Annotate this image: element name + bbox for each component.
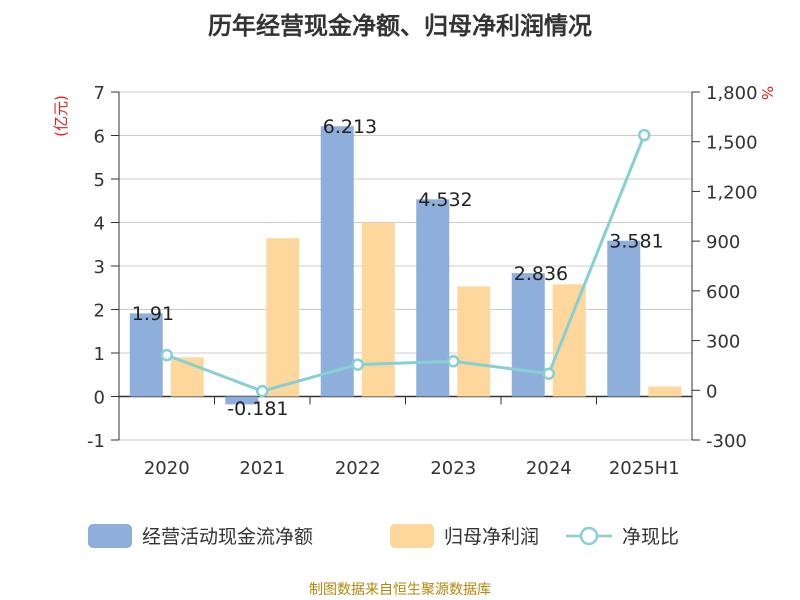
right-tick-label: 1,200 (706, 182, 758, 203)
right-tick-label: 300 (706, 332, 740, 353)
bars (129, 126, 682, 405)
left-axis: -1 0 1 2 3 4 5 6 7 (87, 83, 120, 452)
left-tick-label: 5 (94, 170, 105, 191)
legend-swatch-netprofit (390, 524, 434, 548)
netprofit-bar (361, 222, 395, 397)
x-tick-label: 2020 (144, 458, 190, 479)
source-note: 制图数据来自恒生聚源数据库 (309, 582, 491, 598)
cashflow-data-label: 2.836 (514, 263, 568, 285)
x-tick-label: 2024 (526, 458, 572, 479)
legend-label-ratio: 净现比 (622, 526, 679, 548)
cashflow-data-label: 3.581 (609, 230, 663, 252)
left-tick-label: 4 (94, 214, 105, 235)
cashflow-bar (416, 199, 450, 397)
ratio-point (542, 367, 555, 380)
right-tick-label: 1,800 (706, 83, 758, 104)
ratio-point (160, 348, 173, 362)
legend-label-cashflow: 经营活动现金流净额 (142, 526, 313, 548)
cashflow-bar (225, 396, 259, 405)
netprofit-bar (266, 238, 300, 397)
netprofit-bar (648, 386, 682, 397)
ratio-point (638, 128, 651, 142)
left-tick-label: 7 (94, 83, 105, 104)
ratio-point (447, 355, 460, 368)
right-tick-label: 900 (706, 232, 740, 253)
ratio-point (351, 358, 364, 371)
grid (119, 91, 692, 441)
right-tick-label: 0 (706, 381, 717, 402)
left-tick-label: 2 (94, 301, 105, 322)
legend-marker-ratio (579, 526, 599, 546)
right-axis: -300 0 300 600 900 1,200 1,500 1,800 (691, 83, 758, 452)
x-tick-label: 2021 (239, 458, 285, 479)
left-tick-label: 6 (94, 127, 105, 148)
legend: 经营活动现金流净额 归母净利润 净现比 (88, 524, 679, 548)
x-tick-label: 2022 (335, 458, 381, 479)
x-tick-label: 2025H1 (609, 458, 680, 479)
x-axis: 2020 2021 2022 2023 2024 2025H1 (118, 396, 693, 479)
ratio-point (256, 384, 269, 398)
ratio-line-path (166, 134, 646, 393)
cashflow-data-label: 6.213 (323, 116, 377, 138)
right-axis-unit: % (758, 86, 776, 100)
cashflow-bar (320, 126, 354, 397)
left-tick-label: -1 (87, 431, 105, 452)
cashflow-data-label: 1.91 (132, 303, 174, 325)
netprofit-bar (552, 284, 586, 397)
data-labels: 1.91 -0.181 6.213 4.532 2.836 3.581 (132, 116, 664, 420)
legend-swatch-cashflow (88, 524, 132, 548)
legend-label-netprofit: 归母净利润 (444, 526, 539, 548)
right-tick-label: 1,500 (706, 133, 758, 154)
cashflow-bar (607, 240, 641, 397)
cashflow-data-label: 4.532 (418, 189, 472, 211)
netprofit-bar (457, 286, 491, 397)
right-tick-label: 600 (706, 282, 740, 303)
left-tick-label: 3 (94, 257, 105, 278)
x-tick-label: 2023 (430, 458, 476, 479)
left-tick-label: 0 (94, 388, 105, 409)
left-axis-unit: (亿元) (52, 95, 70, 137)
cashflow-bar (511, 273, 545, 397)
left-tick-label: 1 (94, 344, 105, 365)
chart-title: 历年经营现金净额、归母净利润情况 (208, 12, 592, 40)
ratio-line (160, 128, 651, 398)
cashflow-bar (129, 313, 163, 397)
right-tick-label: -300 (706, 431, 747, 452)
cashflow-data-label: -0.181 (227, 398, 288, 420)
